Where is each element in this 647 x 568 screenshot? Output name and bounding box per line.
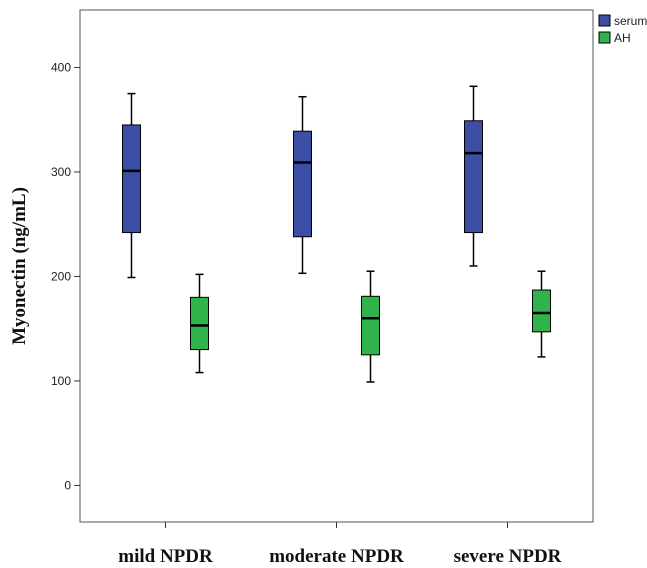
box-serum-2 — [293, 95, 312, 275]
box-serum-1 — [122, 92, 141, 279]
iqr-box — [122, 124, 141, 234]
y-tick-label: 400 — [51, 60, 71, 74]
legend-label-AH: AH — [614, 31, 631, 45]
plot-area — [79, 9, 594, 523]
box-AH-1 — [190, 273, 209, 374]
legend-swatch-serum — [598, 14, 611, 27]
iqr-box — [190, 296, 209, 351]
y-axis: 0 100 200 300 400 — [51, 60, 80, 492]
box-AH-3 — [532, 270, 551, 358]
x-axis: mild NPDR moderate NPDR severe NPDR — [118, 522, 562, 567]
iqr-box — [464, 120, 483, 234]
x-category-label: moderate NPDR — [269, 546, 404, 567]
y-axis-title: Myonectin (ng/mL) — [9, 187, 30, 345]
box-serum-3 — [464, 85, 483, 267]
legend: serum AH — [598, 14, 647, 45]
iqr-box — [532, 289, 551, 333]
box-AH-2 — [361, 270, 380, 383]
legend-label-serum: serum — [614, 14, 647, 28]
x-category-label: severe NPDR — [454, 546, 562, 567]
boxes — [122, 85, 551, 383]
iqr-box — [361, 295, 380, 356]
y-tick-label: 100 — [51, 374, 71, 388]
iqr-box — [293, 130, 312, 238]
y-tick-label: 300 — [51, 165, 71, 179]
x-category-label: mild NPDR — [118, 546, 213, 567]
y-tick-label: 200 — [51, 269, 71, 283]
y-tick-label: 0 — [64, 478, 71, 492]
legend-swatch-AH — [598, 31, 611, 44]
